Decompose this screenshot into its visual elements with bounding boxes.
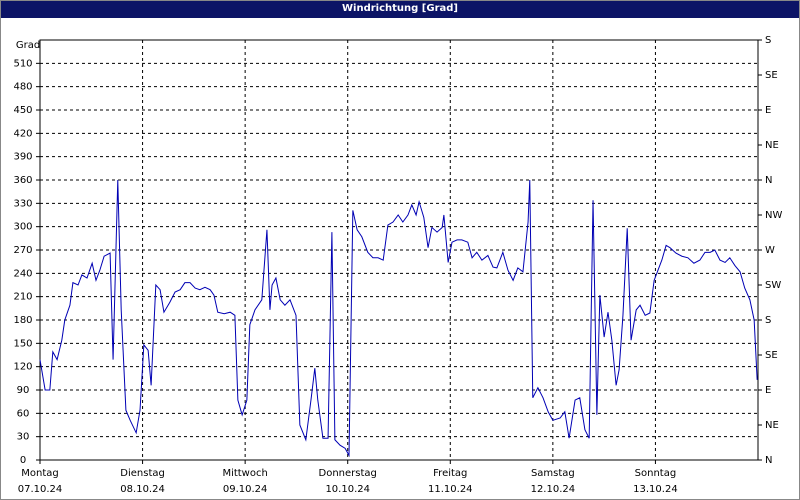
data-line: [39, 179, 758, 458]
y-tick-label: 360: [13, 175, 32, 186]
y-tick-label: 330: [13, 198, 32, 209]
y2-tick-label: SE: [765, 70, 778, 81]
y-tick-label: 510: [13, 58, 32, 69]
x-tick-date: 10.10.24: [325, 484, 370, 495]
y-tick-label: 180: [13, 315, 32, 326]
x-tick-date: 13.10.24: [633, 484, 678, 495]
y-tick-label: 90: [17, 385, 30, 396]
y2-tick-label: E: [765, 385, 771, 396]
x-tick-date: 11.10.24: [428, 484, 473, 495]
y-tick-label: 210: [13, 292, 32, 303]
y2-tick-label: NW: [765, 210, 782, 221]
y2-tick-label: W: [765, 245, 775, 256]
x-tick-label: Samstag: [531, 468, 575, 479]
y-tick-label: 30: [17, 432, 30, 443]
y-tick-label: 420: [13, 128, 32, 139]
x-tick-label: Montag: [21, 468, 58, 479]
y-tick-label: 270: [13, 245, 32, 256]
x-tick-date: 12.10.24: [531, 484, 576, 495]
y-tick-label: 300: [13, 222, 32, 233]
y-tick-label: 390: [13, 152, 32, 163]
y2-tick-label: NE: [765, 140, 779, 151]
y2-tick-label: N: [765, 175, 772, 186]
y-tick-label: 480: [13, 82, 32, 93]
chart-title: Windrichtung [Grad]: [0, 0, 800, 18]
x-tick-label: Donnerstag: [319, 468, 377, 479]
x-tick-label: Dienstag: [120, 468, 165, 479]
y-tick-label: 120: [13, 362, 32, 373]
plot-border: [39, 39, 759, 461]
y-tick-label: 150: [13, 338, 32, 349]
x-tick-date: 07.10.24: [18, 484, 63, 495]
y2-tick-label: SE: [765, 350, 778, 361]
y-tick-label: 0: [20, 455, 26, 466]
y-tick-label: 60: [17, 408, 30, 419]
y-axis-label: Grad: [16, 40, 40, 51]
y2-tick-label: S: [765, 35, 771, 46]
y2-tick-label: E: [765, 105, 771, 116]
x-tick-label: Freitag: [433, 468, 467, 479]
y-tick-label: 450: [13, 105, 32, 116]
x-tick-date: 09.10.24: [223, 484, 268, 495]
y2-tick-label: SW: [765, 280, 781, 291]
x-tick-date: 08.10.24: [120, 484, 165, 495]
x-tick-label: Sonntag: [635, 468, 677, 479]
y2-tick-label: NE: [765, 420, 779, 431]
y2-tick-label: S: [765, 315, 771, 326]
y2-tick-label: N: [765, 455, 772, 466]
y-tick-label: 240: [13, 268, 32, 279]
x-tick-label: Mittwoch: [222, 468, 267, 479]
